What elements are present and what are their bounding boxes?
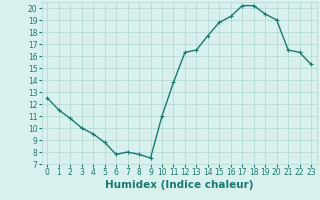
X-axis label: Humidex (Indice chaleur): Humidex (Indice chaleur) — [105, 180, 253, 190]
